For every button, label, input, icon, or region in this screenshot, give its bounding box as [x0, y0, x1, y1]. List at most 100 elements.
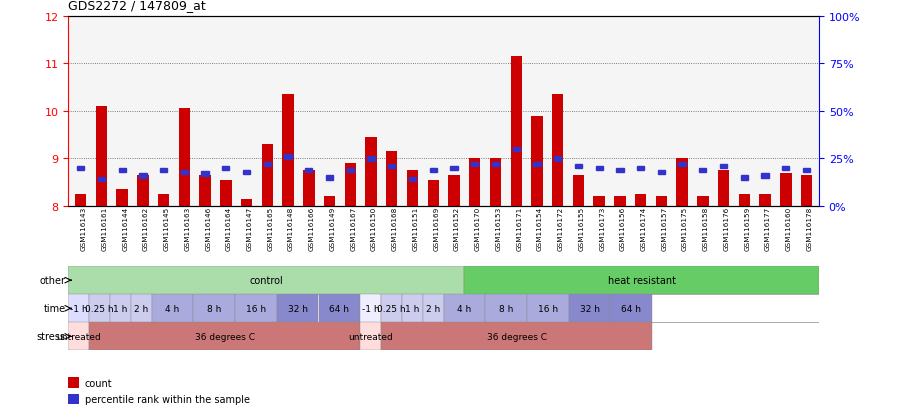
Bar [402, 294, 423, 323]
Bar [718, 171, 729, 206]
Text: control: control [249, 275, 283, 285]
Bar [222, 166, 229, 171]
Bar [89, 323, 360, 351]
Bar [490, 159, 501, 206]
Bar [699, 168, 706, 173]
Text: GSM116148: GSM116148 [288, 206, 294, 251]
Bar [697, 197, 709, 206]
Text: GSM116176: GSM116176 [723, 206, 730, 251]
Bar [235, 294, 277, 323]
Text: GSM116175: GSM116175 [682, 206, 688, 251]
Text: GDS2272 / 147809_at: GDS2272 / 147809_at [68, 0, 206, 12]
Text: time: time [44, 304, 66, 313]
Bar [739, 195, 750, 206]
Bar [77, 166, 85, 171]
Bar [303, 171, 315, 206]
Bar [324, 197, 335, 206]
Text: 2 h: 2 h [426, 304, 440, 313]
Bar [464, 266, 819, 294]
Text: GSM116164: GSM116164 [226, 206, 232, 251]
Text: GSM116153: GSM116153 [495, 206, 501, 251]
Bar [450, 166, 458, 171]
Text: GSM116173: GSM116173 [599, 206, 605, 251]
Bar [360, 323, 381, 351]
Bar [97, 178, 105, 182]
Text: GSM116178: GSM116178 [806, 206, 813, 251]
Text: GSM116160: GSM116160 [786, 206, 792, 251]
Bar [469, 159, 480, 206]
Text: 64 h: 64 h [329, 304, 349, 313]
Bar [512, 147, 520, 152]
Text: 32 h: 32 h [580, 304, 600, 313]
Bar [137, 176, 148, 206]
Text: 32 h: 32 h [288, 304, 308, 313]
Bar [783, 166, 790, 171]
Bar [345, 164, 356, 206]
Text: 8 h: 8 h [499, 304, 513, 313]
Text: GSM116167: GSM116167 [350, 206, 357, 251]
Bar [193, 294, 235, 323]
Bar [803, 168, 810, 173]
Text: GSM116155: GSM116155 [579, 206, 584, 251]
Bar [347, 168, 354, 173]
Bar [407, 171, 419, 206]
Bar [575, 164, 582, 169]
Text: GSM116172: GSM116172 [558, 206, 563, 251]
Bar [89, 294, 110, 323]
Bar [220, 180, 231, 206]
Text: 1 h: 1 h [405, 304, 420, 313]
Bar [116, 190, 128, 206]
Bar [614, 197, 625, 206]
Text: heat resistant: heat resistant [608, 275, 676, 285]
Bar [409, 178, 416, 182]
Text: stress: stress [36, 332, 66, 342]
Bar [68, 266, 464, 294]
Text: GSM116159: GSM116159 [744, 206, 751, 251]
Text: GSM116152: GSM116152 [454, 206, 460, 251]
Text: GSM116150: GSM116150 [371, 206, 377, 251]
Bar [386, 152, 398, 206]
Text: GSM116149: GSM116149 [329, 206, 336, 251]
Bar [68, 294, 89, 323]
Bar [635, 195, 646, 206]
Bar [531, 116, 542, 206]
Bar [262, 145, 273, 206]
Text: GSM116168: GSM116168 [392, 206, 398, 251]
Bar [110, 294, 131, 323]
Bar [160, 168, 167, 173]
Bar [285, 155, 292, 159]
Text: GSM116161: GSM116161 [101, 206, 107, 251]
Text: 4 h: 4 h [166, 304, 179, 313]
Bar [96, 107, 107, 206]
Text: GSM116162: GSM116162 [143, 206, 149, 251]
Text: -1 h: -1 h [362, 304, 379, 313]
Bar [720, 164, 727, 169]
Bar [491, 163, 499, 167]
Text: GSM116171: GSM116171 [516, 206, 522, 251]
Bar [759, 195, 771, 206]
Bar [131, 294, 152, 323]
Bar [616, 168, 623, 173]
Bar [381, 294, 402, 323]
Text: 16 h: 16 h [538, 304, 558, 313]
Text: 4 h: 4 h [458, 304, 471, 313]
Text: untreated: untreated [56, 332, 101, 341]
Bar [533, 163, 541, 167]
Bar [264, 163, 271, 167]
Bar [389, 164, 396, 169]
Text: other: other [39, 275, 66, 285]
Bar [158, 195, 169, 206]
Bar [118, 168, 126, 173]
Text: GSM116143: GSM116143 [81, 206, 86, 251]
Bar [360, 294, 381, 323]
Text: 64 h: 64 h [622, 304, 642, 313]
Text: 2 h: 2 h [134, 304, 148, 313]
Bar [611, 294, 652, 323]
Bar [428, 180, 439, 206]
Bar [780, 173, 792, 206]
Bar [679, 163, 686, 167]
Bar [243, 170, 250, 174]
Text: GSM116169: GSM116169 [433, 206, 440, 251]
Text: 16 h: 16 h [246, 304, 266, 313]
Text: percentile rank within the sample: percentile rank within the sample [85, 394, 249, 404]
